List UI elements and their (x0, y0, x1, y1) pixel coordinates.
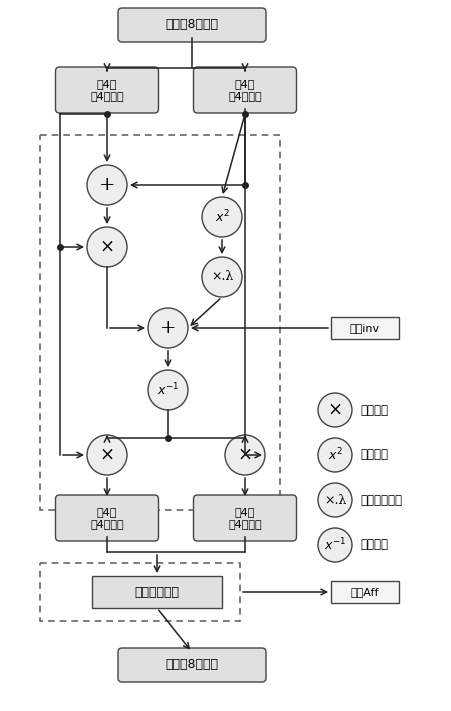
Text: +: + (98, 176, 115, 194)
Text: 仿射变换模块: 仿射变换模块 (134, 585, 179, 599)
Text: 佗4位
（4比特）: 佗4位 （4比特） (90, 507, 124, 529)
FancyBboxPatch shape (55, 495, 158, 541)
FancyBboxPatch shape (118, 648, 265, 682)
Text: ×: × (327, 401, 342, 419)
Circle shape (147, 370, 188, 410)
FancyBboxPatch shape (193, 67, 296, 113)
Bar (330, 581, 398, 603)
Text: 佗4位
（4比特）: 佗4位 （4比特） (90, 79, 124, 101)
Circle shape (87, 435, 127, 475)
Circle shape (87, 227, 127, 267)
Text: ×: × (99, 238, 114, 256)
FancyBboxPatch shape (118, 8, 265, 42)
Circle shape (87, 165, 127, 205)
Text: $x^2$: $x^2$ (327, 447, 342, 464)
Text: $x^2$: $x^2$ (214, 209, 229, 225)
Text: 乘法模块: 乘法模块 (359, 404, 387, 417)
Text: +: + (159, 319, 176, 337)
FancyBboxPatch shape (55, 67, 158, 113)
Text: 平方模块: 平方模块 (359, 449, 387, 461)
Text: ×: × (237, 446, 252, 464)
Text: 函数inv: 函数inv (349, 323, 379, 333)
Circle shape (318, 528, 351, 562)
FancyBboxPatch shape (193, 495, 296, 541)
Circle shape (318, 483, 351, 517)
Circle shape (202, 257, 241, 297)
Circle shape (225, 435, 264, 475)
Circle shape (147, 308, 188, 348)
Bar (92, 576, 221, 608)
Text: 输出（8比特）: 输出（8比特） (165, 658, 218, 671)
Circle shape (202, 197, 241, 237)
Bar (330, 317, 398, 339)
Circle shape (318, 438, 351, 472)
Bar (40, 563, 239, 621)
Text: 求逆模块: 求逆模块 (359, 538, 387, 552)
Text: 高4位
（4比特）: 高4位 （4比特） (228, 79, 261, 101)
Text: ×.λ: ×.λ (211, 270, 233, 284)
Text: ×: × (99, 446, 114, 464)
Text: $x^{-1}$: $x^{-1}$ (323, 537, 345, 553)
Text: 输入（8比特）: 输入（8比特） (165, 18, 218, 31)
Text: ×.λ: ×.λ (323, 493, 345, 506)
Bar (40, 135, 279, 510)
Text: 函数Aff: 函数Aff (350, 587, 378, 597)
Circle shape (318, 393, 351, 427)
Text: 高4位
（4比特）: 高4位 （4比特） (228, 507, 261, 529)
Text: 常量乘法模块: 常量乘法模块 (359, 493, 401, 506)
Text: $x^{-1}$: $x^{-1}$ (156, 382, 179, 398)
